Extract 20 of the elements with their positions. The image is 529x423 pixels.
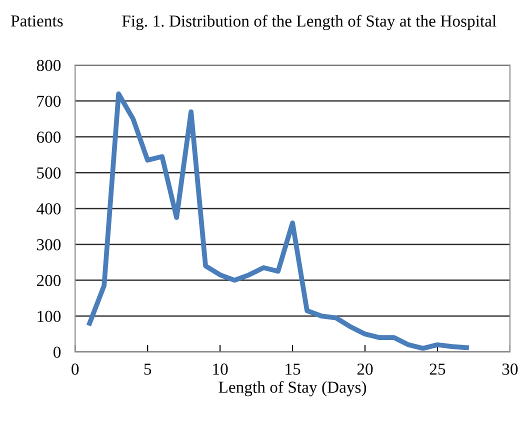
chart-title: Fig. 1. Distribution of the Length of Stay at the Hospital [122, 14, 496, 30]
y-tick-label: 600 [36, 132, 61, 143]
y-tick-label: 0 [54, 346, 61, 358]
x-tick-label: 15 [286, 364, 300, 375]
x-tick-label: 0 [72, 364, 79, 375]
y-axis-title: Patients [11, 15, 63, 27]
y-tick-label: 400 [36, 203, 61, 214]
x-axis-title: Length of Stay (Days) [218, 380, 366, 396]
x-tick-label: 30 [502, 364, 518, 375]
x-tick-label: 5 [144, 364, 152, 375]
y-tick-label: 800 [36, 60, 61, 72]
y-tick-label: 700 [37, 96, 61, 107]
x-tick-label: 10 [213, 364, 228, 375]
y-tick-label: 200 [36, 274, 61, 286]
x-tick-label: 25 [430, 364, 446, 375]
y-tick-label: 500 [37, 167, 61, 179]
y-tick-label: 100 [38, 310, 61, 322]
line-series [87, 91, 469, 351]
x-tick-label: 20 [357, 364, 373, 375]
y-tick-label: 300 [37, 239, 61, 250]
